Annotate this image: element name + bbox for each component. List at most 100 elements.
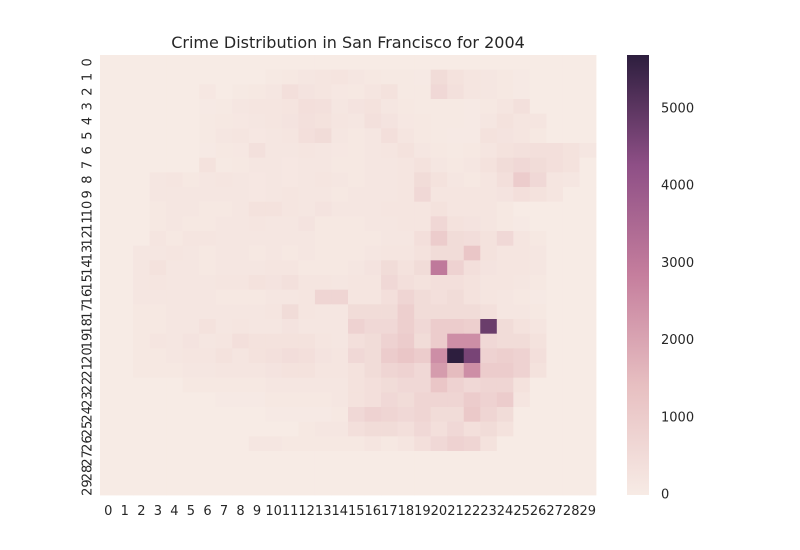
- heatmap-cell-r16-c24: [496, 289, 514, 305]
- heatmap-cell-r16-c10: [265, 289, 283, 305]
- heatmap-cell-r27-c3: [149, 451, 167, 467]
- heatmap-cell-r24-c10: [265, 407, 283, 423]
- heatmap-cell-r18-c0: [100, 319, 117, 335]
- heatmap-cell-r9-c29: [579, 187, 597, 203]
- heatmap-cell-r16-c19: [414, 289, 432, 305]
- heatmap-cell-r19-c21: [447, 333, 465, 349]
- heatmap-cell-r7-c22: [463, 157, 481, 173]
- heatmap-cell-r19-c6: [199, 333, 217, 349]
- heatmap-cell-r26-c13: [314, 436, 332, 452]
- heatmap-cell-r3-c18: [397, 99, 415, 115]
- heatmap-cell-r17-c5: [182, 304, 200, 320]
- heatmap-cell-r3-c2: [133, 99, 150, 115]
- heatmap-cell-r25-c9: [248, 421, 266, 437]
- heatmap-cell-r5-c22: [463, 128, 481, 144]
- heatmap-cell-r4-c5: [182, 113, 200, 129]
- heatmap-cell-r12-c14: [331, 231, 349, 247]
- heatmap-cell-r0-c21: [447, 55, 465, 71]
- heatmap-cell-r18-c4: [166, 319, 184, 335]
- y-tick-label: 13: [81, 245, 96, 262]
- y-tick-label: 14: [81, 259, 96, 276]
- heatmap-cell-r26-c16: [364, 436, 382, 452]
- heatmap-cell-r15-c0: [100, 275, 117, 291]
- heatmap-cell-r29-c7: [215, 480, 233, 496]
- heatmap-cell-r12-c1: [116, 231, 134, 247]
- heatmap-cell-r20-c3: [149, 348, 167, 364]
- heatmap-cell-r18-c5: [182, 319, 200, 335]
- heatmap-cell-r2-c8: [232, 84, 250, 100]
- heatmap-cell-r4-c16: [364, 113, 382, 129]
- heatmap-cell-r16-c20: [430, 289, 448, 305]
- heatmap-cell-r9-c25: [513, 187, 531, 203]
- heatmap-cell-r24-c5: [182, 407, 200, 423]
- heatmap-cell-r24-c1: [116, 407, 134, 423]
- heatmap-cell-r15-c5: [182, 275, 200, 291]
- heatmap-cell-r21-c17: [381, 363, 398, 379]
- y-tick-label: 10: [81, 201, 96, 218]
- x-tick-label: 14: [331, 504, 348, 519]
- heatmap-cell-r25-c29: [579, 421, 597, 437]
- heatmap-cell-r17-c3: [149, 304, 167, 320]
- heatmap-cell-r24-c7: [215, 407, 233, 423]
- heatmap-cell-r15-c11: [281, 275, 299, 291]
- heatmap-cell-r14-c3: [149, 260, 167, 276]
- heatmap-cell-r13-c3: [149, 245, 167, 261]
- heatmap-cell-r6-c0: [100, 143, 117, 159]
- heatmap-cell-r6-c11: [281, 143, 299, 159]
- y-tick-label: 21: [81, 362, 96, 379]
- heatmap-cell-r1-c24: [496, 69, 514, 85]
- heatmap-cell-r19-c17: [381, 333, 398, 349]
- heatmap-cell-r25-c17: [381, 421, 398, 437]
- heatmap-cell-r25-c10: [265, 421, 283, 437]
- heatmap-cell-r19-c5: [182, 333, 200, 349]
- heatmap-cell-r10-c11: [281, 201, 299, 217]
- heatmap-cell-r9-c18: [397, 187, 415, 203]
- heatmap-cell-r15-c9: [248, 275, 266, 291]
- heatmap-cell-r13-c16: [364, 245, 382, 261]
- heatmap-cell-r22-c2: [133, 377, 150, 393]
- heatmap-cell-r26-c29: [579, 436, 597, 452]
- heatmap-cell-r6-c2: [133, 143, 150, 159]
- heatmap-cell-r22-c13: [314, 377, 332, 393]
- heatmap-cell-r17-c9: [248, 304, 266, 320]
- heatmap-cell-r27-c4: [166, 451, 184, 467]
- heatmap-cell-r0-c29: [579, 55, 597, 71]
- heatmap-cell-r11-c18: [397, 216, 415, 232]
- x-tick-label: 22: [464, 504, 481, 519]
- heatmap-cell-r29-c25: [513, 480, 531, 496]
- heatmap-cell-r25-c21: [447, 421, 465, 437]
- heatmap-cell-r3-c21: [447, 99, 465, 115]
- heatmap-cell-r25-c19: [414, 421, 432, 437]
- heatmap-cell-r17-c20: [430, 304, 448, 320]
- heatmap-cell-r0-c5: [182, 55, 200, 71]
- heatmap-cell-r5-c25: [513, 128, 531, 144]
- heatmap-cell-r2-c29: [579, 84, 597, 100]
- heatmap-cell-r17-c26: [529, 304, 547, 320]
- heatmap-cell-r8-c23: [480, 172, 498, 188]
- heatmap-cell-r19-c20: [430, 333, 448, 349]
- heatmap-cell-r8-c9: [248, 172, 266, 188]
- y-tick-label: 8: [81, 176, 96, 184]
- heatmap-cell-r18-c23: [480, 319, 498, 335]
- heatmap-cell-r11-c29: [579, 216, 597, 232]
- heatmap-cell-r25-c18: [397, 421, 415, 437]
- heatmap-cell-r6-c28: [562, 143, 580, 159]
- heatmap-cell-r10-c3: [149, 201, 167, 217]
- heatmap-cell-r8-c18: [397, 172, 415, 188]
- heatmap-cell-r23-c0: [100, 392, 117, 408]
- heatmap-cell-r19-c1: [116, 333, 134, 349]
- heatmap-cell-r19-c9: [248, 333, 266, 349]
- y-tick-label: 4: [81, 117, 96, 125]
- x-tick-label: 26: [530, 504, 547, 519]
- heatmap-cell-r0-c24: [496, 55, 514, 71]
- heatmap-cell-r5-c4: [166, 128, 184, 144]
- heatmap-cell-r13-c12: [298, 245, 316, 261]
- heatmap-cell-r13-c8: [232, 245, 250, 261]
- heatmap-cell-r18-c24: [496, 319, 514, 335]
- heatmap-cell-r13-c14: [331, 245, 349, 261]
- heatmap-cell-r9-c10: [265, 187, 283, 203]
- heatmap-cell-r22-c12: [298, 377, 316, 393]
- heatmap-cell-r28-c21: [447, 465, 465, 481]
- heatmap-cell-r2-c0: [100, 84, 117, 100]
- heatmap-cell-r3-c28: [562, 99, 580, 115]
